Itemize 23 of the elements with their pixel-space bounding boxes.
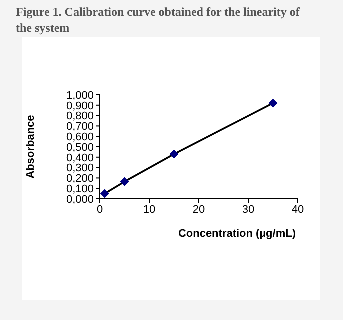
- point: [268, 98, 278, 108]
- y-tick-label: 0,600: [66, 132, 94, 144]
- point: [120, 177, 130, 186]
- y-tick-label: 0,500: [66, 142, 94, 154]
- y-tick-label: 0,800: [66, 110, 94, 123]
- y-tick-label: 0,000: [66, 194, 94, 206]
- point: [170, 150, 179, 159]
- y-axis-title: Absorbance: [24, 115, 37, 179]
- chart-title: Figure 1. Calibration curve obtained for the linearity of the system: [16, 4, 301, 36]
- y-tick-label: 0,300: [66, 162, 94, 175]
- x-tick-label: 10: [143, 204, 156, 216]
- y-tick-label: 0,900: [66, 100, 94, 112]
- x-tick-label: 20: [192, 204, 206, 216]
- y-tick-label: 0,200: [66, 173, 94, 186]
- x-tick-label: 40: [292, 204, 304, 216]
- x-axis-title: Concentration (µg/mL): [178, 228, 296, 240]
- y-tick-label: 0,100: [66, 184, 94, 196]
- y-tick-label: 1,000: [66, 90, 94, 102]
- y-tick-label: 0,700: [66, 121, 94, 134]
- point: [100, 189, 110, 198]
- x-tick-label: 30: [242, 204, 255, 216]
- y-tick-label: 0,400: [66, 152, 94, 164]
- x-tick-label: 0: [96, 204, 104, 216]
